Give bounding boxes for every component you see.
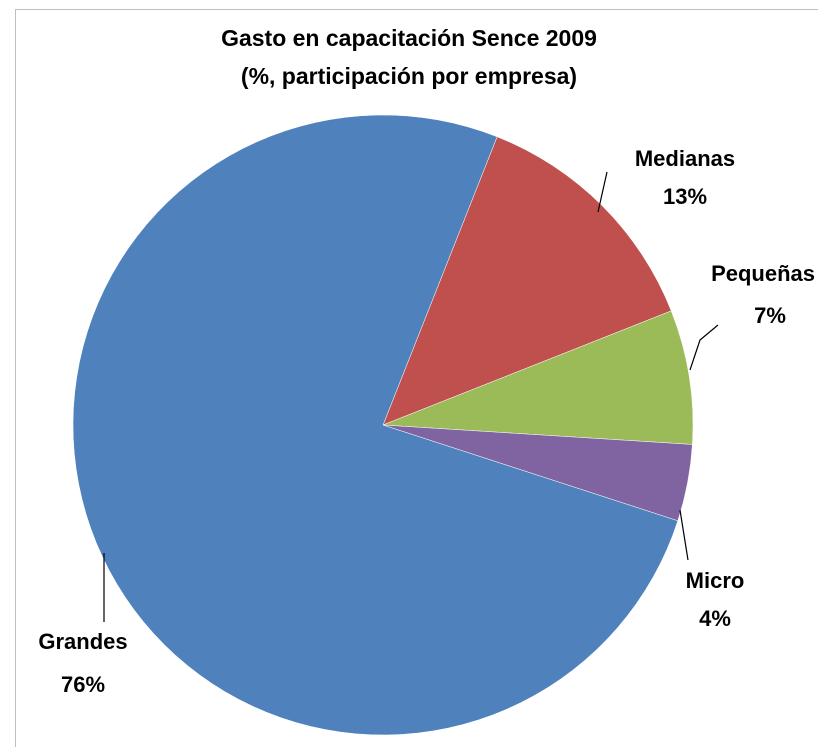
leader-line <box>679 509 689 561</box>
pie-slice <box>382 310 694 445</box>
slice-label: Micro <box>686 568 745 593</box>
slice-label: Medianas <box>635 146 735 171</box>
pie-slice <box>72 114 679 736</box>
slice-value-label: 76% <box>61 672 105 697</box>
chart-title: Gasto en capacitación Sence 2009 <box>221 25 597 51</box>
slice-value-label: 7% <box>754 303 786 328</box>
chart-subtitle: (%, participación por empresa) <box>241 63 577 89</box>
slice-value-label: 4% <box>699 606 731 631</box>
leader-line <box>597 171 608 213</box>
slice-value-label: 13% <box>663 184 707 209</box>
slice-label: Pequeñas <box>711 261 815 286</box>
leader-line <box>689 324 719 371</box>
slice-label: Grandes <box>38 629 127 654</box>
